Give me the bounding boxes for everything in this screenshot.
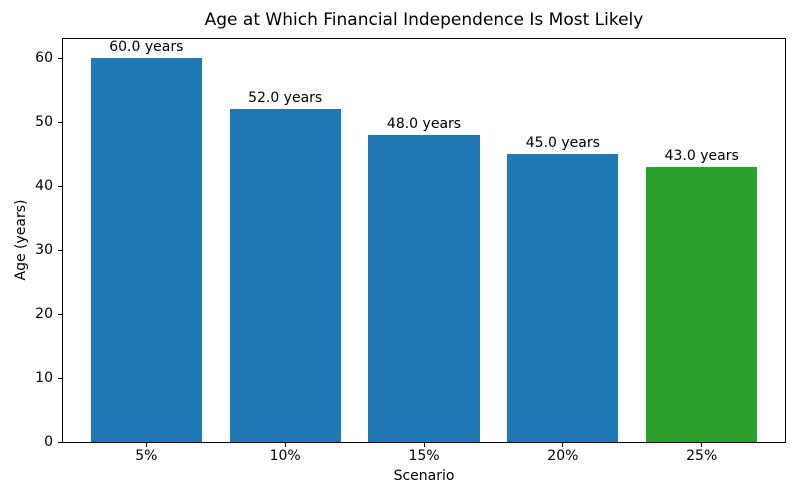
y-tick-mark: [58, 377, 62, 379]
x-tick-label: 25%: [686, 448, 718, 464]
chart-title: Age at Which Financial Independence Is M…: [204, 10, 644, 30]
y-tick-label: 20: [35, 306, 53, 323]
bar: [507, 154, 619, 442]
x-tick-mark: [562, 443, 564, 447]
y-tick-mark: [58, 57, 62, 59]
x-axis-label: Scenario: [393, 468, 455, 484]
bar: [646, 166, 758, 442]
y-tick-mark: [58, 313, 62, 315]
x-tick-label: 5%: [135, 448, 158, 464]
x-tick-mark: [284, 443, 286, 447]
bar-value-label: 60.0 years: [109, 39, 184, 56]
bar: [229, 109, 341, 442]
y-tick-label: 10: [35, 370, 53, 387]
y-tick-mark: [58, 185, 62, 187]
plot-area: 0 10 20 30 40 50 60 60.0 years 5% 52.0 years 10% 48…: [35, 38, 786, 464]
y-tick-label: 0: [44, 434, 53, 450]
x-tick-mark: [701, 443, 703, 447]
x-tick-mark: [145, 443, 147, 447]
bar-value-label: 43.0 years: [664, 147, 739, 164]
bar-value-label: 48.0 years: [386, 115, 462, 132]
x-tick-mark: [423, 443, 425, 447]
x-tick-label: 20%: [547, 448, 579, 464]
y-tick-mark: [58, 121, 62, 123]
y-axis-label: Age (years): [13, 199, 29, 281]
bar-value-label: 45.0 years: [525, 135, 600, 152]
y-tick-label: 50: [35, 114, 53, 131]
bar: [368, 134, 480, 442]
bar-value-label: 52.0 years: [248, 90, 323, 107]
y-tick-mark: [58, 441, 62, 443]
x-tick-label: 10%: [269, 448, 301, 464]
y-tick-label: 30: [35, 242, 53, 259]
bar: [90, 58, 202, 442]
y-tick-label: 40: [35, 178, 53, 195]
x-tick-label: 15%: [408, 448, 440, 464]
y-tick-mark: [58, 249, 62, 251]
y-tick-label: 60: [35, 50, 53, 67]
